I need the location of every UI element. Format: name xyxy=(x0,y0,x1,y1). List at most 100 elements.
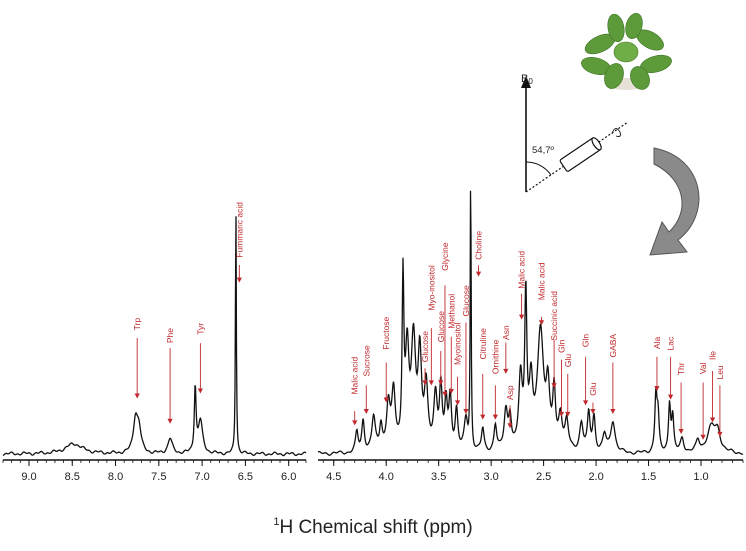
x-tick-label: 2.0 xyxy=(588,471,603,483)
annotation-label: Asp xyxy=(505,385,515,400)
annotation-arrow-head-icon xyxy=(363,408,369,414)
annotation-label: Glucose xyxy=(461,285,471,316)
annotation-label: Choline xyxy=(474,231,484,260)
annotation-arrow-head-icon xyxy=(582,400,589,406)
peak-annotation: Glucose xyxy=(436,311,446,386)
peak-annotation: Val xyxy=(698,362,708,440)
peak-annotation: Glucose xyxy=(461,285,471,414)
peak-annotation: Lac xyxy=(666,336,676,400)
annotation-arrow-head-icon xyxy=(538,320,545,326)
annotation-label: Glu xyxy=(563,354,573,368)
annotation-label: Citruline xyxy=(478,328,488,359)
x-tick-label: 6.0 xyxy=(281,471,296,483)
annotation-arrow-head-icon xyxy=(503,368,509,374)
x-tick-label: 1.5 xyxy=(641,471,656,483)
annotation-label: Gln xyxy=(581,334,591,348)
peak-annotation: Malic acid xyxy=(537,262,547,326)
b0-arrow-head-icon xyxy=(521,76,531,88)
peak-annotation: Glu xyxy=(563,354,573,417)
annotation-arrow-head-icon xyxy=(383,397,389,403)
x-tick-label: 3.0 xyxy=(483,471,498,483)
annotation-arrow-head-icon xyxy=(507,423,513,429)
annotation-arrow-head-icon xyxy=(518,314,525,320)
peak-annotation: Trp xyxy=(132,318,142,399)
peak-annotation: Gln xyxy=(556,339,566,417)
x-axis-label: 1H Chemical shift (ppm) xyxy=(273,516,472,538)
annotation-arrow-head-icon xyxy=(167,418,173,424)
annotation-arrow-head-icon xyxy=(590,408,596,414)
annotation-label: Malic acid xyxy=(517,251,527,289)
spectrum-line xyxy=(2,216,307,457)
x-tick-label: 7.0 xyxy=(194,471,209,483)
annotation-arrow-head-icon xyxy=(422,380,428,386)
peak-annotation: Asn xyxy=(501,325,511,374)
x-tick-label: 4.0 xyxy=(379,471,394,483)
annotation-label: Malic acid xyxy=(350,356,360,394)
x-tick-label: 4.5 xyxy=(326,471,341,483)
arabidopsis-plant-image xyxy=(581,12,672,90)
annotation-label: Fructose xyxy=(381,316,391,349)
annotation-arrow-head-icon xyxy=(709,417,716,423)
annotation-label: Ile xyxy=(708,351,718,360)
peak-annotation: Phe xyxy=(165,328,175,424)
peak-annotation: Citruline xyxy=(478,328,488,420)
annotation-arrow-head-icon xyxy=(448,388,454,394)
annotation-arrow-head-icon xyxy=(454,400,461,406)
annotation-arrow-head-icon xyxy=(678,428,684,434)
peak-annotation: Succinic acid xyxy=(549,291,559,389)
peak-annotation: Asp xyxy=(505,385,515,429)
annotation-label: Glycine xyxy=(440,242,450,271)
annotation-label: Leu xyxy=(715,365,725,379)
curved-arrow-icon xyxy=(649,147,700,256)
annotation-label: Glu xyxy=(588,382,598,396)
annotation-arrow-head-icon xyxy=(428,380,434,386)
spectrum-line xyxy=(317,190,744,456)
annotation-label: Myo-inositol xyxy=(426,265,436,310)
peak-annotation: Glu xyxy=(588,382,598,414)
x-tick-label: 9.0 xyxy=(21,471,36,483)
annotation-arrow-head-icon xyxy=(475,271,482,277)
peak-annotation: Myo-inositol xyxy=(426,265,436,386)
peak-annotation: Glucose xyxy=(420,331,430,386)
aromatic-spectrum-panel: 9.0 8.5 8.0 7.5 7.0 6.5 6.0 Trp Phe Tyr Fummaric a… xyxy=(2,202,307,483)
peak-annotation: Choline xyxy=(474,231,484,277)
peak-annotation: Thr xyxy=(676,362,686,434)
peak-annotation: Ile xyxy=(708,351,718,423)
annotation-arrow-head-icon xyxy=(442,391,448,397)
peak-annotation: Malic acid xyxy=(350,356,360,426)
annotation-label: Gln xyxy=(556,339,566,353)
rotor-cylinder-icon xyxy=(559,137,602,172)
x-tick-label: 6.5 xyxy=(238,471,253,483)
annotation-arrow-head-icon xyxy=(492,414,498,420)
annotation-arrow-head-icon xyxy=(480,414,486,420)
annotation-arrow-head-icon xyxy=(438,380,444,386)
annotation-label: Glucose xyxy=(420,331,430,362)
annotation-arrow-head-icon xyxy=(352,420,358,426)
peak-annotation: Gln xyxy=(581,334,591,406)
annotation-label: Ornithine xyxy=(490,339,500,374)
annotation-arrow-head-icon xyxy=(654,386,660,392)
annotation-arrow-head-icon xyxy=(134,393,140,399)
annotation-label: Asn xyxy=(501,325,511,340)
annotation-arrow-head-icon xyxy=(551,383,557,389)
x-tick-label: 1.0 xyxy=(693,471,708,483)
x-tick-label: 2.5 xyxy=(536,471,551,483)
b0-label: B0 xyxy=(521,73,533,86)
peak-annotation: Myoinositol xyxy=(453,322,463,406)
angle-label: 54,7º xyxy=(532,145,554,156)
annotation-label: Val xyxy=(698,362,708,374)
peak-annotation: Sucrose xyxy=(361,345,371,414)
annotation-arrow-head-icon xyxy=(236,277,242,283)
peak-annotation: Glycine xyxy=(440,242,450,397)
peak-annotation: Fructose xyxy=(381,316,391,403)
annotation-label: GABA xyxy=(608,334,618,358)
x-tick-label: 7.5 xyxy=(151,471,166,483)
annotation-label: Malic acid xyxy=(537,262,547,300)
annotation-label: Lac xyxy=(666,336,676,350)
annotation-arrow-head-icon xyxy=(463,408,469,414)
annotation-label: Sucrose xyxy=(361,345,371,376)
peak-annotation: Fummaric acid xyxy=(234,202,244,283)
spin-icon xyxy=(611,128,621,137)
annotation-label: Thr xyxy=(676,362,686,375)
